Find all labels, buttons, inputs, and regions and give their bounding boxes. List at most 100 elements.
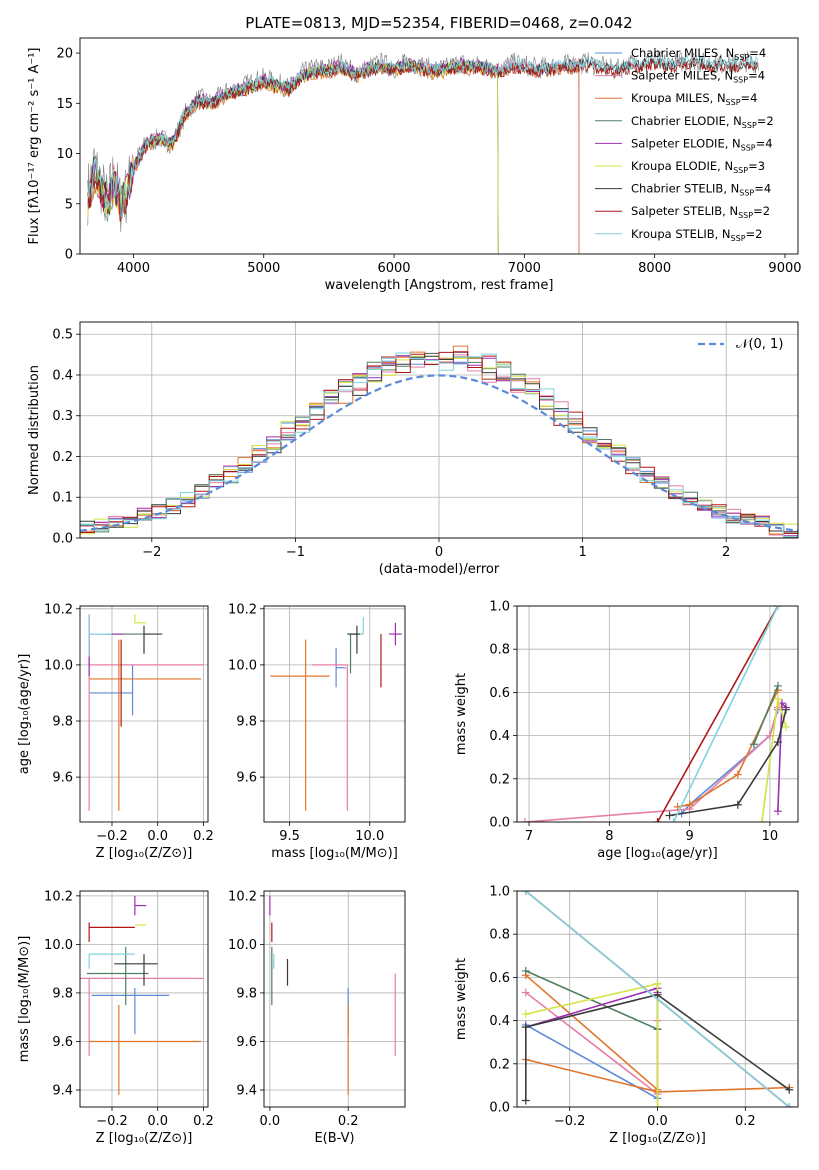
z_weight-ytick-label: 0.4: [489, 1014, 510, 1029]
age_weight-marker: [733, 770, 742, 779]
residuals-xtick-label: −1: [286, 545, 305, 560]
z_mass-ytick-label: 9.6: [52, 1035, 73, 1050]
z_mass-ytick-label: 9.4: [52, 1084, 73, 1099]
z_mass-xtick-label: −0.2: [96, 1114, 128, 1129]
z_weight-series-line: [525, 982, 659, 1107]
z_mass-xlabel: Z [log₁₀(Z/Z⊙)]: [96, 1131, 193, 1146]
age_weight-marker: [733, 800, 742, 809]
age_weight-marker: [773, 681, 782, 690]
legend-label: Chabrier MILES, NSSP=4: [631, 46, 766, 62]
age_weight-series-line: [656, 606, 779, 822]
ebv_mass-ytick-label: 9.4: [236, 1084, 257, 1099]
legend-label: Salpeter ELODIE, NSSP=4: [631, 136, 773, 152]
ebv_mass-ytick-label: 9.6: [236, 1035, 257, 1050]
legend-label: Chabrier STELIB, NSSP=4: [631, 182, 771, 198]
spectrum-ytick-label: 20: [56, 47, 73, 62]
residuals-xtick-label: 0: [435, 545, 443, 560]
age_weight-marker: [749, 740, 758, 749]
z_mass-ytick-label: 9.8: [52, 986, 73, 1001]
spectrum-series-line: [87, 57, 580, 254]
z_weight-ytick-label: 0.8: [489, 928, 510, 943]
age_weight-series-line: [524, 707, 779, 822]
z_weight-ytick-label: 0.6: [489, 971, 510, 986]
z_mass-ytick-label: 10.2: [44, 889, 73, 904]
legend-label: Salpeter STELIB, NSSP=2: [631, 204, 770, 220]
age_weight-ytick-label: 0.6: [489, 686, 510, 701]
residuals-frame: [79, 321, 799, 539]
z_weight-marker: [653, 1103, 662, 1107]
z_mass-xtick-label: 0.0: [147, 1114, 168, 1129]
z_weight-ytick-label: 0.2: [489, 1057, 510, 1072]
spectrum-series-line: [87, 61, 580, 254]
z_age-ytick-label: 10.2: [44, 602, 73, 617]
spectrum-traces: [87, 50, 759, 254]
z_weight-xtick-label: −0.2: [554, 1114, 586, 1129]
z_weight-series-line: [525, 974, 659, 1092]
age_weight-xlabel: age [log₁₀(age/yr)]: [597, 846, 718, 861]
z_age-ytick-label: 9.8: [52, 715, 73, 730]
z_age-frame: [79, 605, 209, 823]
age_weight-series-line: [672, 606, 779, 822]
spectrum-xtick-label: 7000: [508, 261, 541, 276]
spectrum-ytick-label: 15: [56, 97, 73, 112]
z_age-ytick-label: 9.6: [52, 771, 73, 786]
residuals-ytick-label: 0.4: [52, 368, 73, 383]
mass_age-ytick-label: 9.8: [236, 715, 257, 730]
z_age-xlabel: Z [log₁₀(Z/Z⊙)]: [96, 846, 193, 861]
z_weight-marker: [785, 1085, 794, 1094]
age_weight-marker: [781, 722, 790, 731]
residuals-xtick-label: −2: [142, 545, 161, 560]
spectrum-xlabel: wavelength [Angstrom, rest frame]: [325, 278, 554, 293]
mass_age-ytick-label: 10.0: [228, 658, 257, 673]
spectrum-series-line: [87, 61, 580, 254]
z_weight-ytick-label: 1.0: [489, 885, 510, 900]
age_weight-marker: [521, 818, 530, 822]
spectrum-ytick-label: 0: [65, 248, 73, 263]
spectrum-axes: 4000 5000 6000 7000 8000 9000 0 5 10 15 20 waveleng…: [27, 47, 802, 293]
residuals-axes: −2 −1 0 1 2 0.0 0.1 0.2 0.3 0.4 0.5 (data-model)/er…: [27, 322, 798, 577]
age_weight-axes: 7 8 9 10 0.0 0.2 0.4 0.6 0.8 1.0 age [log₁₀(age/yr…: [454, 600, 798, 861]
spectrum-legend: Chabrier MILES, NSSP=4 Salpeter MILES, NS…: [595, 46, 774, 243]
residuals-ytick-label: 0.3: [52, 409, 73, 424]
mass_age-xtick-label: 9.5: [279, 829, 300, 844]
z_weight-marker: [521, 1010, 530, 1019]
z_weight-marker: [521, 988, 530, 997]
gaussian-legend-label: 𝒩(0, 1): [736, 337, 783, 352]
residual-histogram-step: [80, 351, 798, 533]
ebv_mass-points: [269, 895, 396, 1095]
age_weight-xtick-label: 9: [685, 829, 693, 844]
z_weight-marker: [521, 966, 530, 975]
spectrum-xtick-label: 4000: [117, 261, 150, 276]
ebv_mass-xtick-label: 0.0: [260, 1114, 281, 1129]
residuals-xtick-label: 1: [578, 545, 586, 560]
age_weight-ytick-label: 0.2: [489, 772, 510, 787]
spectrum-xtick-label: 8000: [638, 261, 671, 276]
spectrum-xtick-label: 9000: [768, 261, 801, 276]
mass_age-axes: 9.5 10.0 9.6 9.8 10.0 10.2 mass [log₁₀(M/M⊙)]: [228, 602, 405, 861]
age_weight-series-line: [681, 709, 779, 814]
z_weight-series-line: [525, 983, 659, 1100]
z_age-ytick-label: 10.0: [44, 658, 73, 673]
z_mass-points: [80, 895, 204, 1095]
z_age-xtick-label: 0.0: [147, 829, 168, 844]
residuals-ylabel: Normed distribution: [27, 365, 42, 495]
z_mass-ylabel: mass [log₁₀(M/M⊙)]: [17, 936, 32, 1063]
spectrum-ytick-label: 10: [56, 147, 73, 162]
residual-histogram-step: [80, 352, 798, 538]
ebv_mass-frame: [263, 890, 406, 1108]
ebv_mass-xlabel: E(B-V): [314, 1131, 354, 1146]
age_weight-marker: [757, 818, 766, 822]
ebv_mass-axes: 0.0 0.2 9.4 9.6 9.8 10.0 10.2 E(B-V): [228, 889, 405, 1146]
residuals-xlabel: (data-model)/error: [379, 562, 500, 577]
z_weight-marker: [785, 1103, 794, 1107]
z_mass-ytick-label: 10.0: [44, 938, 73, 953]
age_weight-series-line: [777, 701, 787, 812]
mass_age-frame: [263, 605, 406, 823]
z_weight-frame: [516, 890, 799, 1108]
age_weight-marker: [781, 705, 790, 714]
age_weight-marker: [685, 800, 694, 809]
z_weight-series-line: [524, 993, 790, 1101]
age_weight-marker: [653, 818, 662, 822]
mass_age-ytick-label: 10.2: [228, 602, 257, 617]
